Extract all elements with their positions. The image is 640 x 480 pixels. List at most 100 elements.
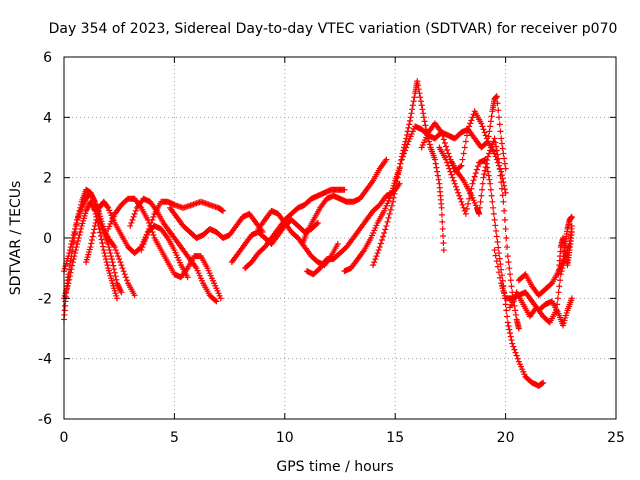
data-point <box>457 195 464 202</box>
data-point <box>383 156 390 163</box>
data-point <box>487 180 494 187</box>
data-point <box>73 219 80 226</box>
data-point <box>499 192 506 199</box>
data-point <box>378 237 385 244</box>
y-tick-label: 2 <box>43 171 52 187</box>
data-point <box>372 256 379 263</box>
data-point <box>484 168 491 175</box>
data-point <box>494 239 501 246</box>
data-point <box>65 253 72 260</box>
data-point <box>473 166 480 173</box>
data-point <box>497 274 504 281</box>
data-point <box>99 240 106 247</box>
data-point <box>513 352 520 359</box>
data-point <box>393 178 400 185</box>
data-point <box>141 238 148 245</box>
data-point <box>452 183 459 190</box>
data-point <box>418 102 425 109</box>
data-point <box>514 355 521 362</box>
series-arc-23 <box>555 228 575 278</box>
data-point <box>69 259 76 266</box>
data-point <box>468 185 475 192</box>
data-point <box>407 114 414 121</box>
data-point <box>213 298 220 305</box>
data-point <box>479 186 486 193</box>
data-point <box>95 207 102 214</box>
data-point <box>540 379 547 386</box>
data-point <box>501 182 508 189</box>
data-point <box>102 256 109 263</box>
data-point <box>486 128 493 135</box>
data-point <box>403 144 410 151</box>
data-point <box>507 277 514 284</box>
data-point <box>511 346 518 353</box>
data-point <box>104 262 111 269</box>
data-point <box>118 289 125 296</box>
data-point <box>475 163 481 170</box>
data-point <box>420 114 427 121</box>
data-point <box>484 153 491 160</box>
data-point <box>341 186 348 193</box>
data-point <box>184 274 191 281</box>
data-point <box>404 128 411 135</box>
data-point <box>493 227 500 234</box>
data-point <box>128 219 135 226</box>
data-point <box>102 253 109 260</box>
data-point <box>123 277 130 284</box>
data-point <box>498 179 505 186</box>
data-point <box>403 131 410 138</box>
data-point <box>466 123 473 130</box>
data-point <box>96 225 103 232</box>
data-point <box>401 150 408 157</box>
data-point <box>508 283 515 290</box>
data-point <box>113 250 120 257</box>
data-point <box>499 175 506 182</box>
data-point <box>488 192 495 199</box>
data-point <box>439 225 446 232</box>
data-point <box>68 266 75 273</box>
data-point <box>103 259 110 266</box>
data-point <box>142 235 149 241</box>
data-point <box>72 225 79 232</box>
data-point <box>444 159 451 166</box>
data-point <box>148 219 155 226</box>
series-arc-7 <box>138 198 226 254</box>
data-point <box>442 156 449 163</box>
data-point <box>450 177 457 184</box>
data-point <box>498 140 505 147</box>
data-point <box>502 165 509 172</box>
data-point <box>455 189 462 196</box>
data-point <box>484 138 491 145</box>
data-point <box>439 132 446 139</box>
data-point <box>382 226 389 233</box>
data-point <box>503 307 510 314</box>
y-tick-label: 6 <box>43 50 52 66</box>
data-point <box>67 244 74 251</box>
data-point <box>140 241 147 248</box>
data-point <box>97 229 104 236</box>
data-point <box>109 259 116 266</box>
data-point <box>486 176 493 183</box>
x-tick-label: 0 <box>60 430 69 446</box>
data-point <box>377 240 384 247</box>
data-point <box>476 204 483 211</box>
y-tick-label: -2 <box>38 291 52 307</box>
data-point <box>458 162 465 169</box>
data-point <box>433 164 440 171</box>
data-point <box>139 244 146 251</box>
data-point <box>504 253 511 260</box>
data-point <box>440 240 447 247</box>
data-point <box>112 247 119 254</box>
data-point <box>502 225 509 232</box>
data-point <box>97 232 104 239</box>
data-point <box>111 266 118 273</box>
data-point <box>501 216 508 223</box>
series-arc-3 <box>61 198 120 302</box>
data-point <box>69 262 76 269</box>
data-point <box>431 156 438 163</box>
data-point <box>383 222 390 229</box>
data-point <box>396 164 403 171</box>
data-point <box>457 163 464 170</box>
series-arc-14 <box>341 165 403 275</box>
